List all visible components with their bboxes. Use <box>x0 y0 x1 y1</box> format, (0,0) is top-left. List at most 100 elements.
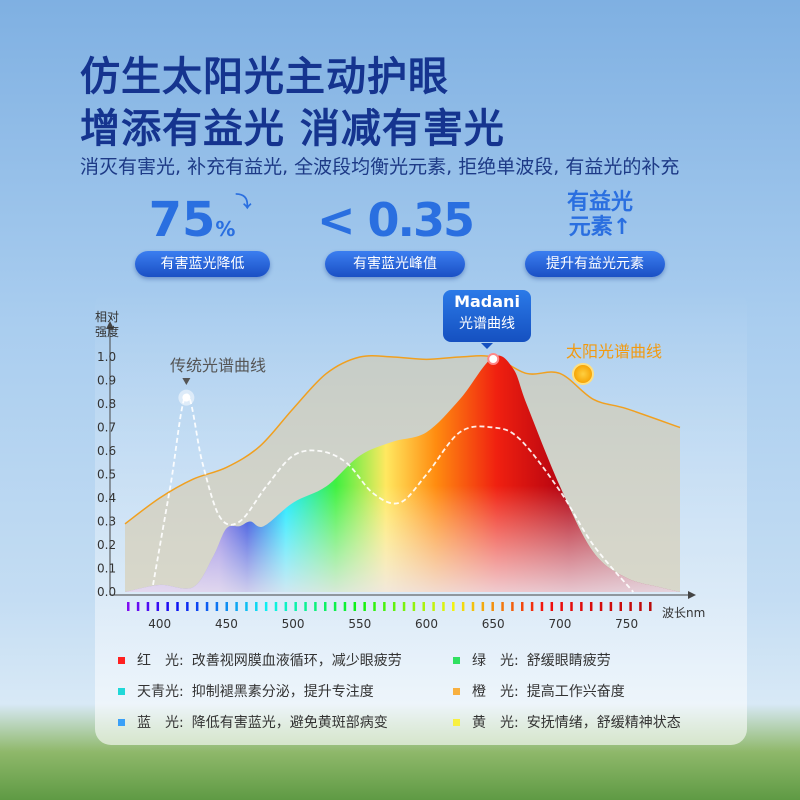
legend-item: 绿 光: 舒缓眼睛疲劳 <box>453 650 718 670</box>
y-tick-label: 0.0 <box>97 585 116 599</box>
wavelength-tick <box>353 602 357 611</box>
wavelength-tick <box>186 602 189 611</box>
metric-value: 有益光 <box>566 190 633 215</box>
legend-swatch <box>118 687 125 695</box>
wavelength-tick <box>580 602 583 611</box>
y-tick-label: 0.6 <box>97 444 116 458</box>
wavelength-tick <box>343 602 347 611</box>
y-tick-label: 0.8 <box>97 397 116 411</box>
title-line-1: 仿生太阳光主动护眼 <box>80 54 449 100</box>
wavelength-tick <box>471 602 475 611</box>
callout-line: 光谱曲线 <box>459 316 515 332</box>
wavelength-tick <box>629 602 632 611</box>
wavelength-tick <box>521 602 524 611</box>
legend-desc: 安抚情绪，舒缓精神状态 <box>526 715 681 731</box>
wavelength-tick <box>639 602 642 611</box>
wavelength-tick <box>215 602 219 611</box>
legend-name: 绿 光: <box>472 653 519 669</box>
pointer-down-icon <box>182 378 191 385</box>
sun-icon <box>572 363 594 385</box>
x-axis-label: 波长nm <box>662 606 706 620</box>
wavelength-tick <box>481 602 485 611</box>
wavelength-tick <box>392 602 396 611</box>
subtitle: 消灭有害光, 补充有益光, 全波段均衡光元素, 拒绝单波段, 有益光的补充 <box>80 156 680 178</box>
wavelength-tick <box>176 602 179 611</box>
wavelength-tick <box>205 602 209 611</box>
madani-peak-marker <box>487 353 500 365</box>
wavelength-tick <box>274 602 278 611</box>
wavelength-tick <box>550 602 554 611</box>
legend-desc: 降低有害蓝光，避免黄斑部病变 <box>191 715 388 731</box>
wavelength-tick <box>511 602 514 611</box>
wavelength-tick <box>383 602 386 611</box>
legend-item: 橙 光: 提高工作兴奋度 <box>453 681 718 701</box>
legend-swatch <box>453 687 460 695</box>
callout-line: Madani <box>454 292 520 311</box>
y-tick-label: 0.7 <box>97 421 116 435</box>
legend-name: 橙 光: <box>472 684 519 700</box>
legend-swatch <box>453 656 460 664</box>
y-tick-label: 0.9 <box>97 374 116 388</box>
wavelength-tick <box>442 602 445 611</box>
legend: 红 光: 改善视网膜血液循环，减少眼疲劳 绿 光: 舒缓眼睛疲劳天青光: 抑制褪黑素分泌… <box>118 650 718 732</box>
wavelength-tick <box>146 602 150 611</box>
wavelength-tick <box>333 602 337 611</box>
madani-curve-fade <box>125 355 680 592</box>
wavelength-tick <box>284 602 288 611</box>
wavelength-tick <box>422 602 425 611</box>
y-tick-label: 0.5 <box>97 468 116 482</box>
metric-label: 提升有益光元素 <box>525 251 665 277</box>
legend-name: 天青光: <box>137 684 184 700</box>
legend-item: 黄 光: 安抚情绪，舒缓精神状态 <box>453 712 718 732</box>
wavelength-tick <box>324 602 327 611</box>
legend-swatch <box>118 656 125 664</box>
wavelength-tick <box>570 602 573 611</box>
metric-value: 元素 <box>568 215 613 240</box>
wavelength-tick <box>452 602 455 611</box>
wavelength-tick <box>195 602 199 611</box>
metric-unit: % <box>215 217 236 241</box>
wavelength-tick <box>235 602 238 611</box>
y-tick-label: 0.1 <box>97 562 116 576</box>
legend-desc: 舒缓眼睛疲劳 <box>526 653 611 669</box>
x-tick-label: 750 <box>615 617 638 631</box>
legend-swatch <box>118 718 125 726</box>
wavelength-tick <box>136 602 140 611</box>
legend-item: 天青光: 抑制褪黑素分泌，提升专注度 <box>118 681 453 701</box>
x-tick-label: 650 <box>482 617 505 631</box>
traditional-curve-label: 传统光谱曲线 <box>170 356 267 375</box>
wavelength-tick <box>314 602 317 611</box>
wavelength-tick <box>294 602 297 611</box>
y-tick-label: 0.4 <box>97 491 116 505</box>
metric-beneficial: 有益光 元素↑ <box>550 190 650 240</box>
sun-curve-line <box>124 354 681 525</box>
y-tick-label: 1.0 <box>97 350 116 364</box>
wavelength-tick <box>461 602 465 611</box>
wavelength-tick <box>540 602 544 611</box>
wavelength-tick <box>264 602 268 611</box>
arrow-up-icon: ↑ <box>612 215 632 240</box>
metric-value: 75 <box>148 192 216 248</box>
wavelength-tick <box>127 602 130 611</box>
wavelength-tick <box>304 602 307 611</box>
wavelength-tick <box>432 602 435 611</box>
wavelength-tick <box>373 602 376 611</box>
legend-name: 红 光: <box>137 653 184 669</box>
metric-label: 有害蓝光降低 <box>135 251 270 277</box>
x-tick-label: 400 <box>148 617 171 631</box>
wavelength-tick <box>530 602 534 611</box>
wavelength-tick <box>156 602 160 611</box>
legend-swatch <box>453 718 460 726</box>
legend-name: 黄 光: <box>472 715 519 731</box>
legend-desc: 改善视网膜血液循环，减少眼疲劳 <box>191 653 402 669</box>
legend-name: 蓝 光: <box>137 715 184 731</box>
wavelength-tick <box>649 602 652 611</box>
callout-pointer <box>481 343 493 349</box>
wavelength-tick <box>609 602 613 611</box>
wavelength-tick <box>491 602 494 611</box>
wavelength-tick <box>255 602 258 611</box>
wavelength-tick <box>599 602 603 611</box>
traditional-curve-line <box>152 393 634 593</box>
wavelength-tick <box>560 602 563 611</box>
